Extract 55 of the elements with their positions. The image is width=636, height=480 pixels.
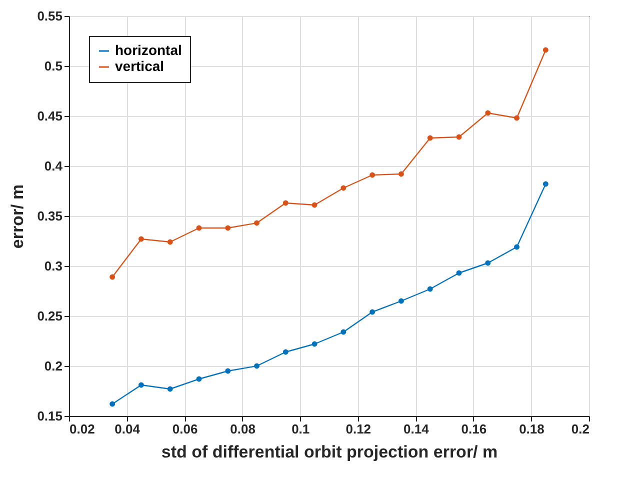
point: [398, 171, 404, 177]
point: [485, 110, 491, 116]
y-tick-label: 0.35: [37, 208, 62, 224]
legend-label: vertical: [115, 58, 164, 74]
point: [514, 244, 520, 250]
point: [370, 309, 376, 315]
x-tick-label: 0.06: [172, 422, 198, 436]
x-tick-label: 0.02: [70, 422, 95, 436]
y-tick-label: 0.2: [44, 358, 62, 374]
point: [340, 329, 346, 335]
point: [312, 341, 318, 347]
y-tick-label: 0.4: [44, 158, 64, 174]
point: [282, 200, 288, 206]
point: [456, 270, 462, 276]
point: [225, 368, 231, 374]
x-tick-label: 0.14: [404, 422, 430, 436]
x-tick-label: 0.2: [571, 422, 590, 436]
x-tick-label: 0.16: [461, 422, 487, 436]
point: [138, 236, 144, 242]
x-tick-label: 0.12: [346, 422, 372, 436]
y-tick-label: 0.55: [37, 8, 62, 24]
point: [167, 386, 173, 392]
point: [427, 286, 433, 292]
y-tick-label: 0.45: [37, 108, 62, 124]
y-tick-label: 0.25: [37, 308, 62, 324]
point: [282, 349, 288, 355]
point: [225, 225, 231, 231]
y-tick-label: 0.5: [44, 58, 62, 74]
x-tick-label: 0.18: [519, 422, 544, 436]
point: [110, 401, 116, 407]
point: [542, 47, 548, 53]
point: [254, 220, 260, 226]
point: [514, 115, 520, 121]
point: [398, 298, 404, 304]
point: [254, 363, 260, 369]
point: [427, 135, 433, 141]
point: [110, 274, 116, 280]
point: [312, 202, 318, 208]
x-tick-label: 0.1: [292, 422, 310, 436]
legend-label: horizontal: [115, 42, 182, 58]
x-tick-label: 0.08: [230, 422, 256, 436]
y-axis-title: error/ m: [8, 184, 28, 249]
point: [340, 185, 346, 191]
point: [456, 134, 462, 140]
y-tick-label: 0.3: [44, 258, 62, 274]
point: [370, 172, 376, 178]
x-tick-label: 0.04: [114, 422, 141, 436]
point: [196, 225, 202, 231]
point: [485, 260, 491, 266]
point: [167, 239, 173, 245]
point: [196, 376, 202, 382]
x-axis-title: std of differential orbit projection error/ m: [161, 442, 498, 462]
y-tick-label: 0.15: [37, 408, 62, 424]
point: [542, 181, 548, 187]
point: [138, 382, 144, 388]
